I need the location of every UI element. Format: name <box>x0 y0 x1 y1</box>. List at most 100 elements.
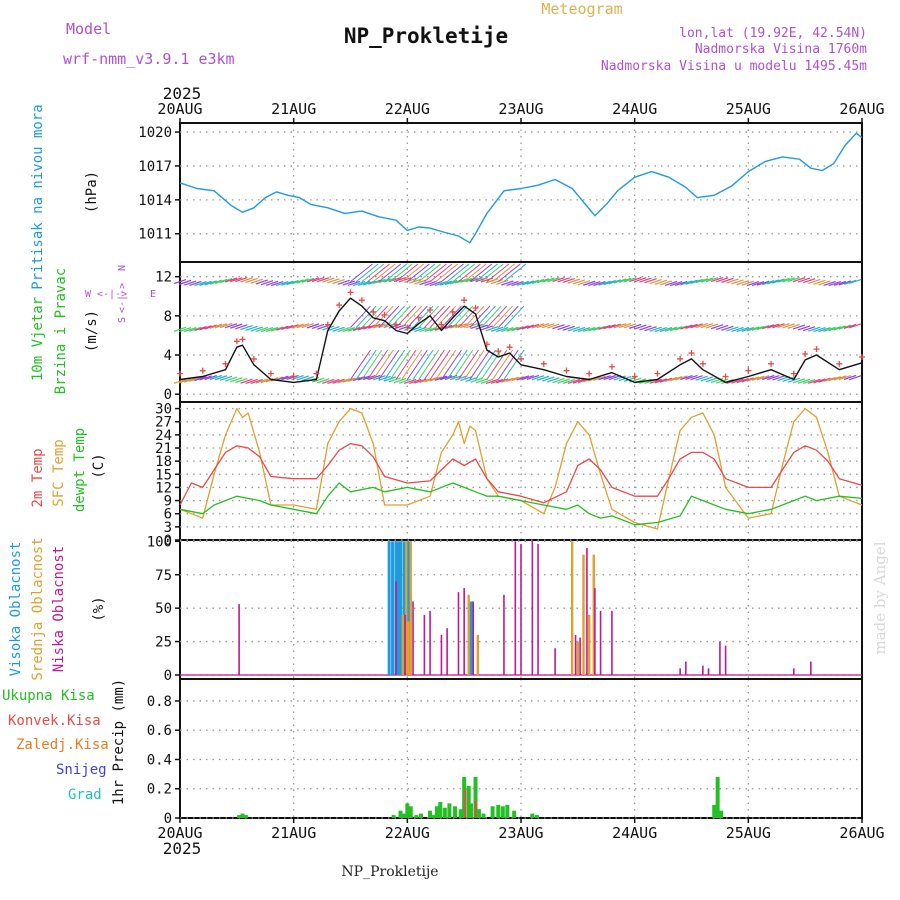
wind-gust-marker <box>290 373 297 380</box>
y-tick-label: 1017 <box>138 159 172 175</box>
wind-arrow <box>286 324 299 330</box>
wind-arrow <box>311 277 325 283</box>
wind-gust-marker <box>506 344 513 351</box>
compass-arrows-we: <-|-> <box>97 289 127 300</box>
wind-arrow <box>372 263 396 282</box>
wind-arrow <box>675 280 688 286</box>
wind-arrow <box>547 277 560 283</box>
wind-arrow <box>342 377 355 383</box>
wind-arrow <box>281 324 294 331</box>
wind-arrow <box>501 280 514 286</box>
conv-precip-bar <box>464 788 467 818</box>
wind-arrow <box>838 324 852 330</box>
wind-arrow <box>731 378 744 384</box>
wind-arrow <box>782 323 795 329</box>
wind-arrow <box>424 280 437 286</box>
low-cloud-bar <box>702 665 704 675</box>
wind-arrow <box>593 375 606 381</box>
wind-arrow <box>469 305 491 328</box>
wind-arrow <box>664 376 678 382</box>
wind-arrow <box>270 326 284 332</box>
wind-arrow <box>255 279 269 285</box>
total-precip-bar <box>447 803 452 818</box>
wind-arrow <box>281 280 294 286</box>
y-tick-label: 0 <box>164 387 172 403</box>
wind-arrow <box>741 280 754 286</box>
y-tick-label: 25 <box>155 635 172 651</box>
y-tick-label: 21 <box>155 441 172 457</box>
wind-arrow <box>486 305 508 328</box>
wind-gust-marker <box>688 350 695 357</box>
wind-arrow <box>414 326 427 333</box>
wind-arrow <box>649 326 662 332</box>
total-precip-bar <box>534 815 539 818</box>
wind-arrow <box>644 278 657 284</box>
wind-arrow <box>567 326 581 332</box>
wind-arrow <box>352 326 366 332</box>
wind-arrow <box>792 277 806 283</box>
wind-arrow <box>209 323 222 329</box>
wind-arrow <box>214 278 228 284</box>
wind-arrow <box>395 305 417 328</box>
wind-arrow <box>412 349 434 380</box>
y-tick-label: 0.8 <box>147 694 172 710</box>
y-tick-label: 1014 <box>138 193 172 209</box>
wind-arrow <box>496 378 509 384</box>
x-tick-label-top: 22AUG <box>385 100 430 118</box>
wind-arrow <box>418 349 440 380</box>
low-cloud-bar <box>412 601 414 675</box>
y-tick-label: 50 <box>155 601 172 617</box>
wind-arrow <box>194 281 207 287</box>
wind-arrow <box>463 349 485 380</box>
wind-gust-marker <box>631 373 638 380</box>
wind-arrow <box>361 263 385 282</box>
wind-arrow <box>363 324 376 330</box>
wind-arrow <box>613 375 627 381</box>
wind-arrow <box>577 280 591 286</box>
wind-arrow <box>813 326 826 333</box>
y-tick-label: 15 <box>155 467 172 483</box>
wind-arrow <box>552 277 565 283</box>
y-tick-label: 1020 <box>138 125 172 141</box>
wind-arrow <box>608 323 621 329</box>
wind-gust-marker <box>495 348 502 355</box>
wind-arrow <box>224 376 238 382</box>
cloud-ylabel-low: Niska Oblacnost <box>51 546 67 672</box>
wind-arrow <box>603 324 616 330</box>
y-tick-label: 0 <box>164 668 172 684</box>
wind-arrow <box>434 375 448 381</box>
wind-arrow <box>424 305 445 328</box>
wind-arrow <box>291 323 304 329</box>
wind-arrow <box>429 349 451 380</box>
wind-arrow <box>441 263 464 282</box>
total-precip-bar <box>391 815 396 818</box>
wind-arrow <box>470 277 483 283</box>
wind-arrow <box>797 277 811 283</box>
low-cloud-bar <box>395 581 397 675</box>
wind-arrow <box>562 325 575 331</box>
wind-arrow <box>496 279 509 285</box>
x-tick-label-bottom: 24AUG <box>612 824 657 842</box>
wind-arrow <box>536 375 550 381</box>
y-tick-label: 6 <box>164 507 172 523</box>
footer-title: NP_Prokletije <box>341 864 438 880</box>
wind-arrow <box>705 323 719 329</box>
mid-cloud-bar <box>570 541 574 675</box>
wind-arrow <box>649 378 662 384</box>
low-cloud-bar <box>594 588 596 675</box>
wind-arrow <box>230 377 243 383</box>
wind-arrow <box>547 323 560 329</box>
wind-arrow <box>490 278 504 285</box>
wind-arrow <box>562 277 575 283</box>
wind-arrow <box>690 278 703 285</box>
total-precip-bar <box>428 810 433 818</box>
wind-arrow <box>680 280 693 286</box>
wind-arrow <box>378 349 400 380</box>
low-cloud-bar <box>463 588 465 675</box>
compass-n: N <box>117 265 128 271</box>
wind-arrow <box>219 278 233 284</box>
watermark: made by Angel <box>871 541 889 654</box>
wind-arrow <box>337 378 350 384</box>
wind-arrow <box>418 263 442 282</box>
wind-arrow <box>372 305 394 328</box>
